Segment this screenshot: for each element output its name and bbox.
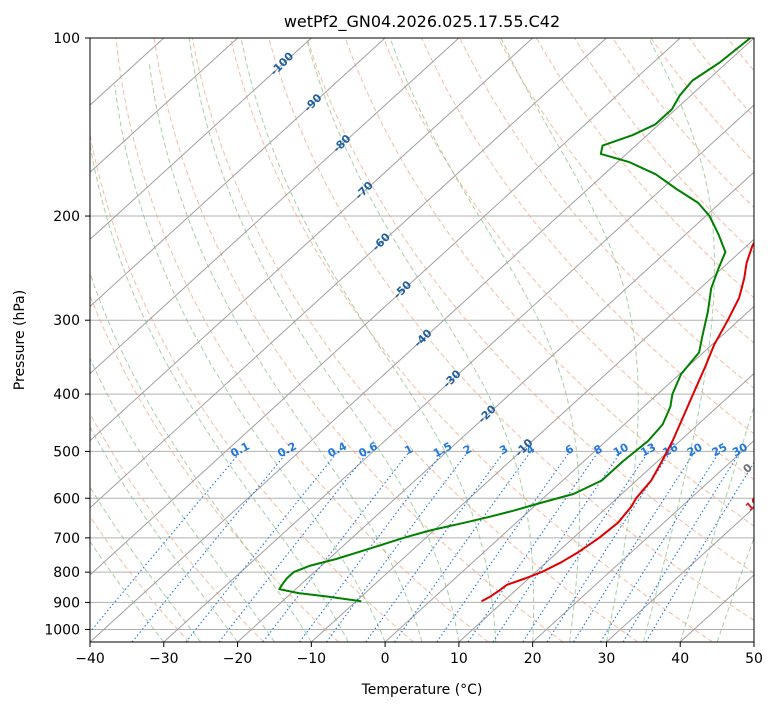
dry-adiabat [115, 38, 489, 642]
moist-adiabat [148, 62, 423, 642]
isotherm [163, 104, 754, 642]
dry-adiabat [268, 38, 754, 622]
mixing-ratio-line [622, 451, 741, 642]
x-axis-title: Temperature (°C) [361, 682, 483, 698]
x-tick-label: −40 [75, 651, 105, 667]
plot-grid [90, 38, 775, 642]
isotherm [606, 507, 754, 642]
mixing-ratio-line [645, 461, 754, 642]
moist-adiabat [753, 640, 754, 642]
dry-adiabat [535, 38, 754, 299]
moist-adiabat [642, 38, 715, 642]
x-tick-label: −20 [223, 651, 253, 667]
x-tick-label: 40 [671, 651, 689, 667]
mixing-ratio-label: 30 [730, 440, 750, 459]
y-tick-label: 700 [53, 531, 80, 547]
moist-adiabat-label: 20 [764, 521, 775, 541]
x-tick-label: 50 [745, 651, 763, 667]
mixing-ratio-label: 36 [751, 440, 771, 459]
plot-series [278, 38, 754, 603]
y-tick-label: 300 [53, 313, 80, 329]
dewpoint-profile [278, 38, 751, 603]
y-tick-label: 500 [53, 444, 80, 460]
y-tick-label: 400 [53, 387, 80, 403]
isotherm [90, 38, 607, 509]
x-axis: −40 −30 −20 −10 0 10 20 30 40 50 [75, 642, 763, 667]
mixing-ratio-line [467, 451, 599, 642]
dry-adiabat [90, 294, 339, 642]
x-tick-label: 0 [381, 651, 390, 667]
isotherm [90, 38, 754, 642]
isotherm [310, 238, 754, 642]
dry-adiabat [650, 38, 754, 164]
isotherm [90, 38, 238, 173]
x-tick-label: 10 [450, 651, 468, 667]
isotherm [458, 372, 754, 642]
x-tick-label: 30 [598, 651, 616, 667]
isotherm [90, 38, 386, 308]
y-tick-label: 900 [53, 595, 80, 611]
mixing-ratio-line [185, 451, 339, 642]
mixing-ratio-label: 20 [685, 440, 705, 459]
isotherm [90, 38, 460, 375]
mixing-ratio-line [365, 451, 505, 642]
isotherm [90, 38, 312, 241]
mixing-ratio-line [131, 451, 289, 642]
y-tick-label: 200 [53, 209, 80, 225]
dry-adiabat [230, 38, 713, 642]
mixing-ratio-line [600, 451, 721, 642]
moist-adiabat [114, 84, 386, 642]
temperature-profile [481, 123, 754, 603]
dry-adiabat [612, 38, 754, 209]
moist-adiabat [90, 426, 239, 642]
moist-adiabat-label: 10 [743, 494, 763, 514]
mixing-ratio-line [218, 451, 370, 642]
moist-adiabat [240, 38, 497, 642]
y-axis: 100 200 300 400 500 600 700 800 900 1000 [44, 31, 90, 638]
mixing-ratio-line [394, 451, 532, 642]
dry-adiabat [191, 38, 639, 642]
dry-adiabat [766, 38, 775, 642]
isotherm [90, 38, 681, 576]
moist-adiabat [679, 404, 754, 642]
isotherm [90, 38, 534, 442]
y-axis-title: Pressure (hPa) [12, 290, 28, 390]
y-tick-label: 1000 [44, 622, 80, 638]
dry-adiabat [90, 515, 190, 642]
x-tick-label: 20 [524, 651, 542, 667]
dry-adiabat [90, 132, 414, 642]
dry-adiabat [306, 38, 754, 574]
dry-adiabat [382, 38, 754, 481]
isotherm [753, 641, 754, 642]
isotherm [237, 171, 754, 642]
mixing-ratio-line [90, 451, 242, 633]
mixing-ratio-line [436, 451, 571, 642]
dry-adiabat [459, 38, 754, 389]
mixing-ratio-line [262, 451, 410, 642]
isotherm [532, 439, 754, 642]
x-tick-label: −30 [149, 651, 179, 667]
moist-adiabat [500, 38, 639, 642]
mixing-ratio-line [573, 451, 696, 642]
dry-adiabat [497, 38, 754, 344]
moist-adiabat [188, 38, 460, 642]
dry-adiabat [344, 38, 754, 527]
moist-adiabat [389, 38, 581, 642]
y-tick-label: 600 [53, 491, 80, 507]
y-tick-label: 100 [53, 31, 80, 47]
mixing-ratio-label: 25 [710, 441, 730, 460]
chart-title: wetPf2_GN04.2026.025.17.55.C42 [284, 12, 560, 32]
mixing-ratio-label: 10 [611, 440, 631, 459]
moist-adiabat [305, 38, 535, 642]
moist-adiabat [716, 536, 754, 642]
plot-frame [89, 37, 755, 643]
y-tick-label: 800 [53, 565, 80, 581]
x-tick-label: −10 [297, 651, 327, 667]
